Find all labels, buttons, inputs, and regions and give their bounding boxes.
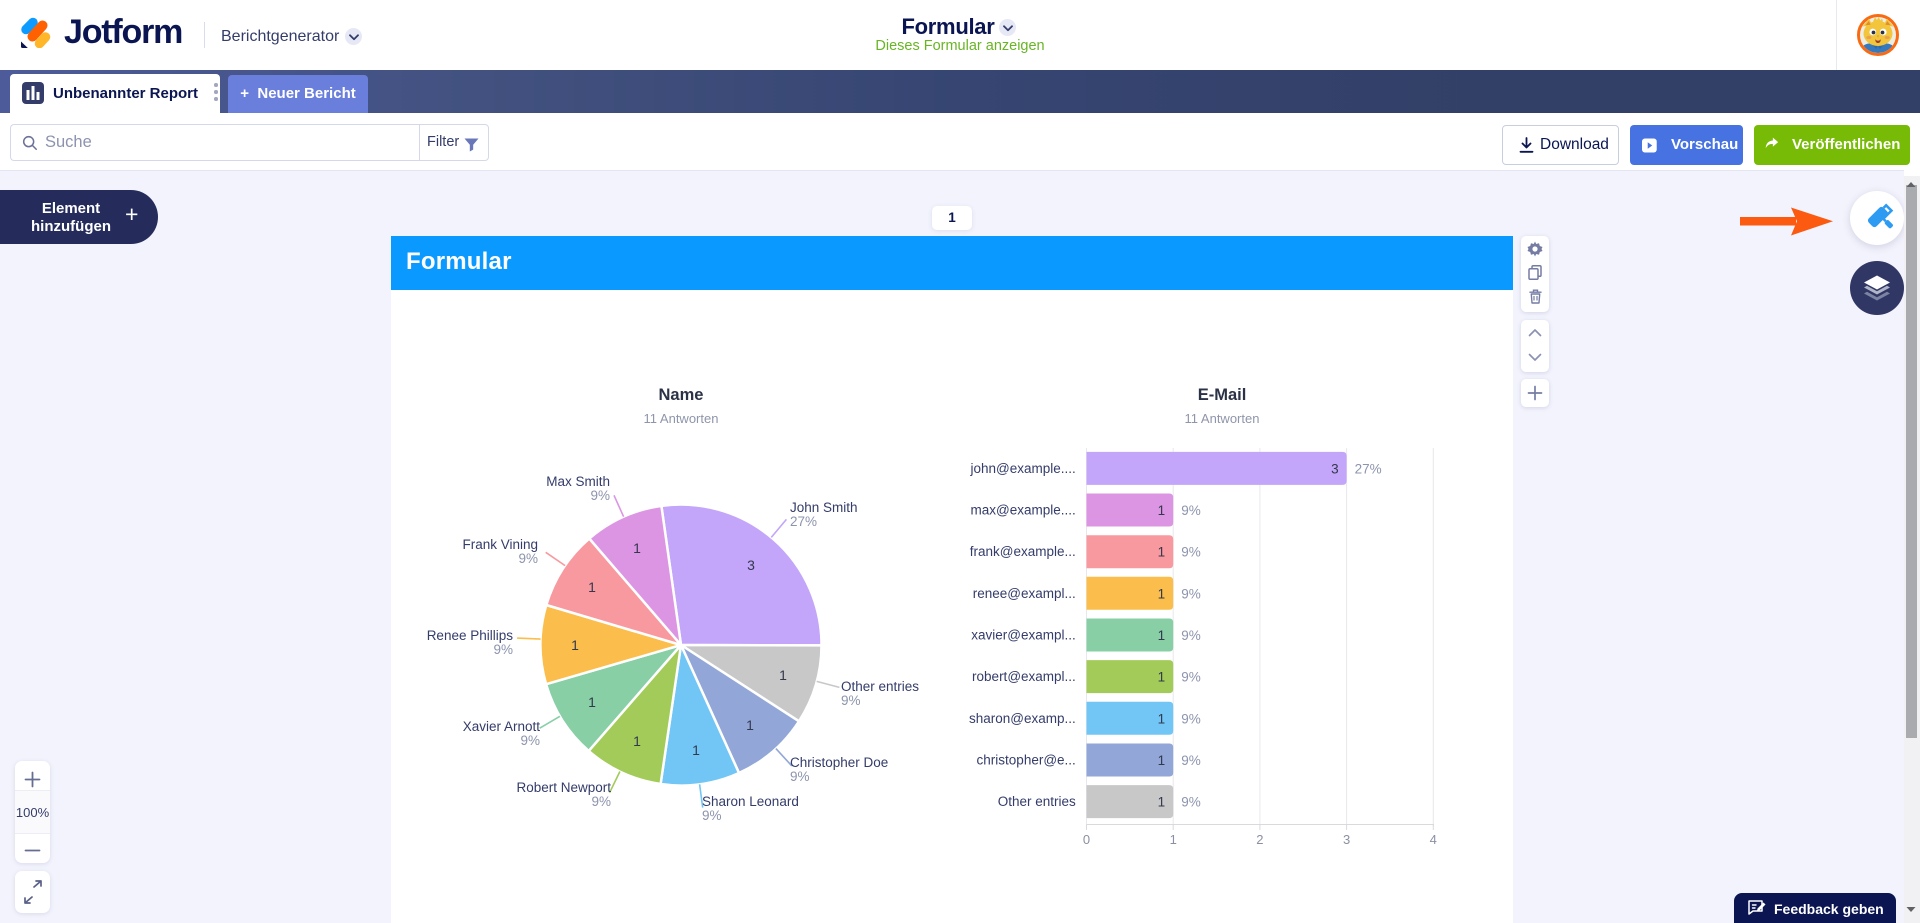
svg-text:0: 0 bbox=[1083, 832, 1090, 847]
svg-text:john@example....: john@example.... bbox=[970, 461, 1076, 476]
svg-text:4: 4 bbox=[1430, 832, 1437, 847]
svg-text:1: 1 bbox=[779, 667, 787, 683]
svg-text:1: 1 bbox=[1158, 628, 1166, 643]
svg-text:1: 1 bbox=[571, 637, 579, 653]
svg-text:9%: 9% bbox=[1181, 670, 1201, 685]
svg-text:sharon@examp...: sharon@examp... bbox=[969, 711, 1076, 726]
svg-text:9%: 9% bbox=[1181, 586, 1201, 601]
svg-text:max@example....: max@example.... bbox=[971, 503, 1076, 518]
svg-text:1: 1 bbox=[1158, 586, 1166, 601]
svg-text:1: 1 bbox=[1158, 545, 1166, 560]
svg-text:Other entries: Other entries bbox=[998, 794, 1076, 809]
svg-text:9%: 9% bbox=[1181, 711, 1201, 726]
svg-text:27%: 27% bbox=[1355, 461, 1382, 476]
svg-text:3: 3 bbox=[1331, 461, 1339, 476]
svg-text:2: 2 bbox=[1256, 832, 1263, 847]
svg-text:1: 1 bbox=[1158, 753, 1166, 768]
svg-text:9%: 9% bbox=[1181, 795, 1201, 810]
svg-text:3: 3 bbox=[1343, 832, 1350, 847]
svg-text:3: 3 bbox=[747, 557, 755, 573]
svg-text:9%: 9% bbox=[1181, 753, 1201, 768]
svg-text:renee@exampl...: renee@exampl... bbox=[973, 586, 1076, 601]
svg-text:xavier@exampl...: xavier@exampl... bbox=[971, 628, 1076, 643]
svg-text:9%: 9% bbox=[1181, 503, 1201, 518]
svg-text:9%: 9% bbox=[1181, 628, 1201, 643]
svg-text:1: 1 bbox=[1158, 795, 1166, 810]
svg-text:1: 1 bbox=[1158, 711, 1166, 726]
svg-text:1: 1 bbox=[746, 717, 754, 733]
svg-text:1: 1 bbox=[1170, 832, 1177, 847]
svg-text:1: 1 bbox=[633, 733, 641, 749]
svg-text:1: 1 bbox=[692, 742, 700, 758]
svg-text:1: 1 bbox=[588, 694, 596, 710]
svg-text:1: 1 bbox=[588, 579, 596, 595]
svg-text:1: 1 bbox=[1158, 503, 1166, 518]
svg-text:1: 1 bbox=[1158, 670, 1166, 685]
svg-text:christopher@e...: christopher@e... bbox=[977, 753, 1076, 768]
svg-text:9%: 9% bbox=[1181, 545, 1201, 560]
svg-text:1: 1 bbox=[633, 540, 641, 556]
svg-text:robert@exampl...: robert@exampl... bbox=[972, 669, 1076, 684]
svg-text:frank@example...: frank@example... bbox=[970, 544, 1076, 559]
